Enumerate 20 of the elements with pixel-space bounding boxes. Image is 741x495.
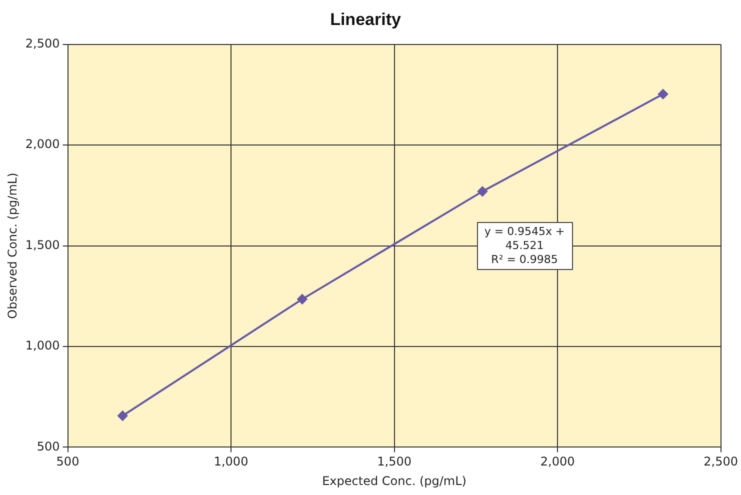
y-tick-label: 1,000 xyxy=(25,338,60,353)
x-tick-label: 500 xyxy=(56,454,80,469)
y-axis-title: Observed Conc. (pg/mL) xyxy=(5,172,20,319)
point xyxy=(297,294,308,304)
point xyxy=(658,89,668,100)
x-axis-title: Expected Conc. (pg/mL) xyxy=(322,474,466,488)
y-tick-label: 2,500 xyxy=(25,36,60,51)
y-tick-label: 1,500 xyxy=(25,238,60,252)
point xyxy=(477,186,488,196)
chart-title: Linearity xyxy=(330,10,402,29)
y-tick-label: 500 xyxy=(36,439,60,454)
y-tick-label: 2,000 xyxy=(25,137,60,152)
x-tick-label: 1,500 xyxy=(377,454,412,469)
annotation: y = 0.9545x + 45.521 xyxy=(483,224,566,253)
equation-box: y = 0.9545x + 45.521 R² = 0.9985 xyxy=(476,222,573,270)
x-tick-label: 2,500 xyxy=(704,454,738,469)
annotation: R² = 0.9985 xyxy=(490,252,559,267)
x-tick-label: 2,000 xyxy=(540,454,575,469)
x-tick-label: 1,000 xyxy=(214,454,248,469)
point xyxy=(118,410,128,421)
